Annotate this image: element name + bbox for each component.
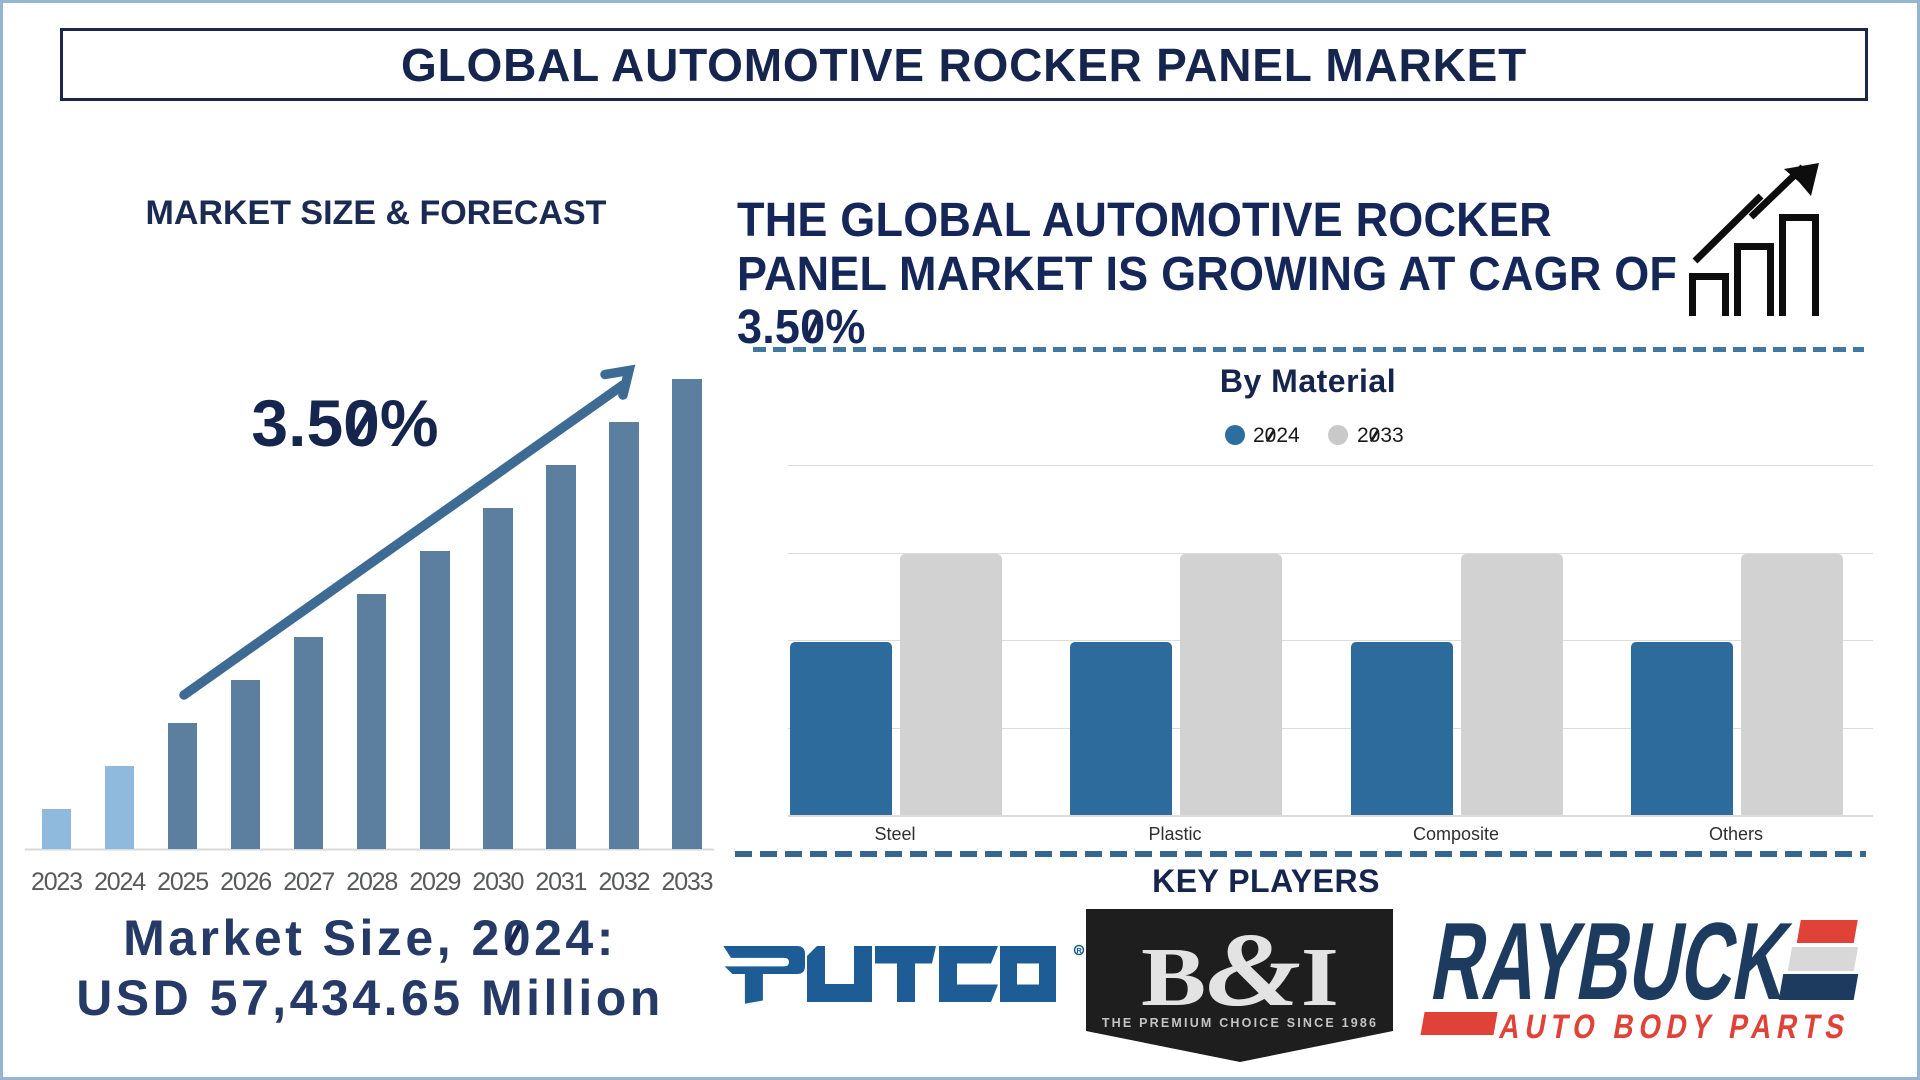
svg-text:AUTO BODY PARTS: AUTO BODY PARTS bbox=[1497, 1008, 1854, 1046]
svg-text:R: R bbox=[1076, 946, 1082, 955]
svg-text:RAYBUCK: RAYBUCK bbox=[1424, 900, 1799, 1023]
